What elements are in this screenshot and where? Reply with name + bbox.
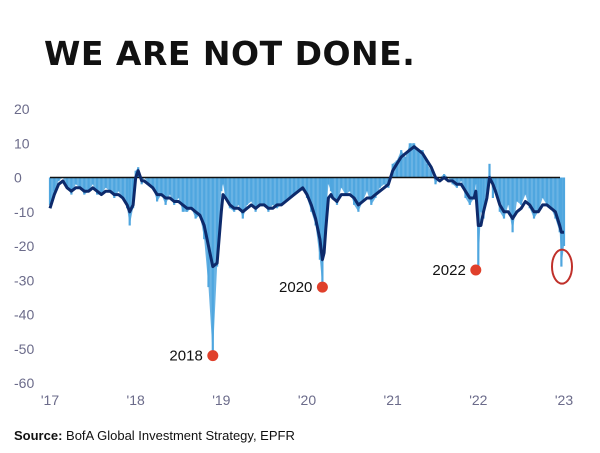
annotation-dot <box>316 281 328 293</box>
annotation-label: 2022 <box>432 262 465 279</box>
annotations: 2018 2020 2022 <box>169 248 573 365</box>
x-axis: '17 '18 '19 '20 '21 '22 '23 <box>41 392 573 408</box>
y-tick-label: 10 <box>14 135 30 151</box>
x-tick-label: '18 <box>127 392 145 408</box>
x-tick-label: '17 <box>41 392 59 408</box>
y-tick-label: -60 <box>14 375 34 391</box>
annotation-dot <box>207 350 219 362</box>
annotation-label: 2018 <box>169 348 202 365</box>
x-tick-label: '20 <box>298 392 316 408</box>
y-tick-label: 0 <box>14 170 22 186</box>
x-tick-label: '23 <box>555 392 573 408</box>
average-line <box>48 145 564 269</box>
y-axis: 20 10 0 -10 -20 -30 -40 -50 -60 <box>14 101 34 391</box>
source-text: BofA Global Investment Strategy, EPFR <box>66 428 295 443</box>
source-label: Source: <box>14 428 63 443</box>
flow-area <box>50 143 564 356</box>
plot-area <box>48 143 566 356</box>
y-tick-label: 20 <box>14 101 30 117</box>
x-tick-label: '22 <box>469 392 487 408</box>
source-note: Source: BofA Global Investment Strategy,… <box>14 428 295 443</box>
annotation-label: 2020 <box>279 279 312 296</box>
x-tick-label: '21 <box>384 392 402 408</box>
y-tick-label: -30 <box>14 272 34 288</box>
annotation-dot <box>470 264 482 276</box>
y-tick-label: -50 <box>14 341 34 357</box>
y-tick-label: -20 <box>14 238 34 254</box>
y-tick-label: -10 <box>14 204 34 220</box>
x-tick-label: '19 <box>212 392 230 408</box>
y-tick-label: -40 <box>14 307 34 323</box>
page-title: WE ARE NOT DONE. <box>44 34 416 73</box>
highlight-circle <box>551 248 573 285</box>
